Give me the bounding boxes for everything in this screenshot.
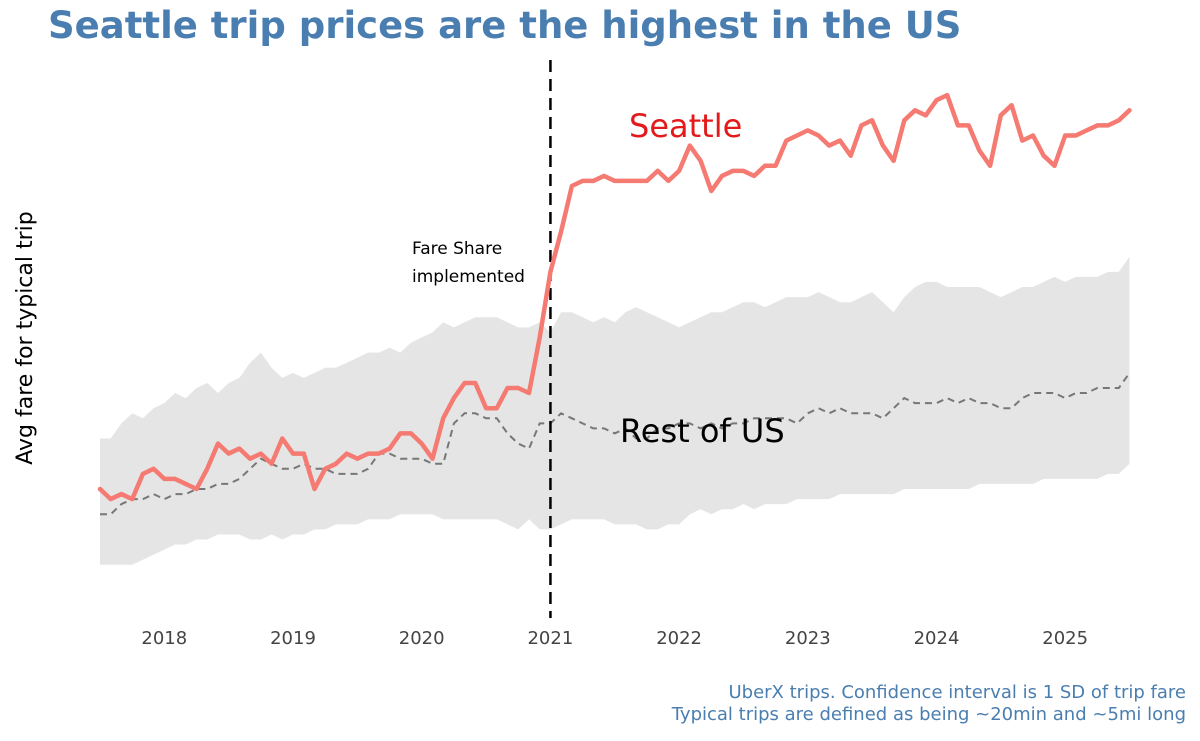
x-tick-label: 2021 bbox=[527, 628, 573, 649]
x-tick-label: 2025 bbox=[1042, 628, 1088, 649]
confidence-band-layer bbox=[100, 256, 1130, 565]
seattle-line bbox=[97, 92, 1132, 502]
x-tick-label: 2024 bbox=[914, 628, 960, 649]
seattle-series-label: Seattle bbox=[629, 107, 742, 145]
rest-of-us-series-label: Rest of US bbox=[620, 412, 785, 450]
x-tick-label: 2018 bbox=[141, 628, 187, 649]
x-tick-label: 2019 bbox=[270, 628, 316, 649]
x-axis-ticks: 2018 2019 2020 2021 2022 2023 2024 2025 bbox=[141, 628, 1088, 649]
chart-title: Seattle trip prices are the highest in t… bbox=[48, 4, 962, 47]
chart-caption: UberX trips. Confidence interval is 1 SD… bbox=[672, 682, 1186, 726]
fare-share-annotation-line2: implemented bbox=[412, 267, 525, 287]
x-tick-label: 2022 bbox=[656, 628, 702, 649]
seattle-layer bbox=[97, 92, 1132, 502]
confidence-band bbox=[100, 256, 1130, 565]
caption-line-2: Typical trips are defined as being ~20mi… bbox=[671, 704, 1186, 725]
x-tick-label: 2020 bbox=[399, 628, 445, 649]
y-axis-label: Avg fare for typical trip bbox=[13, 211, 38, 464]
fare-share-annotation-line1: Fare Share bbox=[412, 239, 502, 259]
x-tick-label: 2023 bbox=[785, 628, 831, 649]
caption-line-1: UberX trips. Confidence interval is 1 SD… bbox=[728, 682, 1186, 703]
